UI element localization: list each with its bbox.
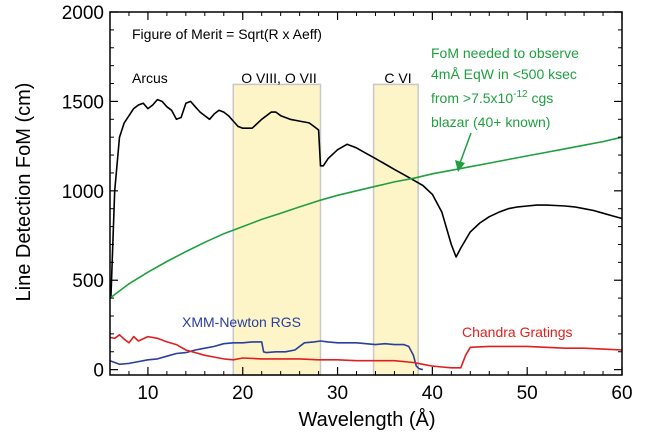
series-line-3 [109, 334, 623, 369]
series-lines [109, 98, 623, 371]
band-label-cvi: C VI [384, 70, 411, 86]
plot-frame [109, 11, 623, 376]
arcus-label: Arcus [132, 70, 168, 86]
x-tick-label-30: 30 [327, 383, 348, 404]
band-1 [372, 83, 419, 376]
y-axis-title: Line Detection FoM (cm) [13, 83, 35, 302]
fom-note: FoM needed to observe 4mÅ EqW in <500 ks… [431, 45, 579, 130]
x-tick-label-50: 50 [517, 383, 538, 404]
y-axis-ticks: 0 500 1000 1500 2000 [62, 3, 622, 382]
x-tick-label-20: 20 [232, 383, 253, 404]
y-tick-label-1500: 1500 [62, 92, 104, 113]
formula-annotation: Figure of Merit = Sqrt(R x Aeff) [132, 26, 322, 42]
fom-note-line-3: from >7.5x10-12 cgs [431, 89, 553, 106]
fom-note-line-2: 4mÅ EqW in <500 ksec [431, 66, 577, 82]
y-tick-label-0: 0 [93, 361, 104, 382]
fom-arrow [455, 132, 472, 172]
fom-arrow-head [455, 160, 465, 172]
x-tick-label-10: 10 [137, 383, 158, 404]
wavelength-bands [232, 83, 419, 376]
series-line-1 [109, 136, 623, 299]
x-axis-ticks: 10 20 30 40 50 60 [128, 12, 633, 404]
x-tick-label-60: 60 [611, 383, 632, 404]
band-label-oviii-ovii: O VIII, O VII [241, 70, 316, 86]
y-tick-label-500: 500 [72, 271, 104, 292]
rgs-label: XMM-Newton RGS [182, 314, 301, 330]
series-line-0 [110, 98, 623, 299]
fom-arrow-shaft [459, 132, 472, 164]
fom-note-unit: cgs [528, 90, 554, 106]
fom-note-base: from >7.5x10 [431, 90, 513, 106]
chandra-label: Chandra Gratings [462, 324, 573, 340]
fom-note-line-4: blazar (40+ known) [431, 114, 550, 130]
series-line-2 [109, 340, 424, 371]
fom-note-line-1: FoM needed to observe [431, 45, 579, 61]
band-0 [232, 83, 322, 376]
x-axis-title: Wavelength (Å) [298, 408, 435, 431]
y-tick-label-2000: 2000 [62, 3, 104, 24]
y-tick-label-1000: 1000 [62, 182, 104, 203]
fom-note-exponent: -12 [513, 89, 528, 100]
x-tick-label-40: 40 [422, 383, 443, 404]
